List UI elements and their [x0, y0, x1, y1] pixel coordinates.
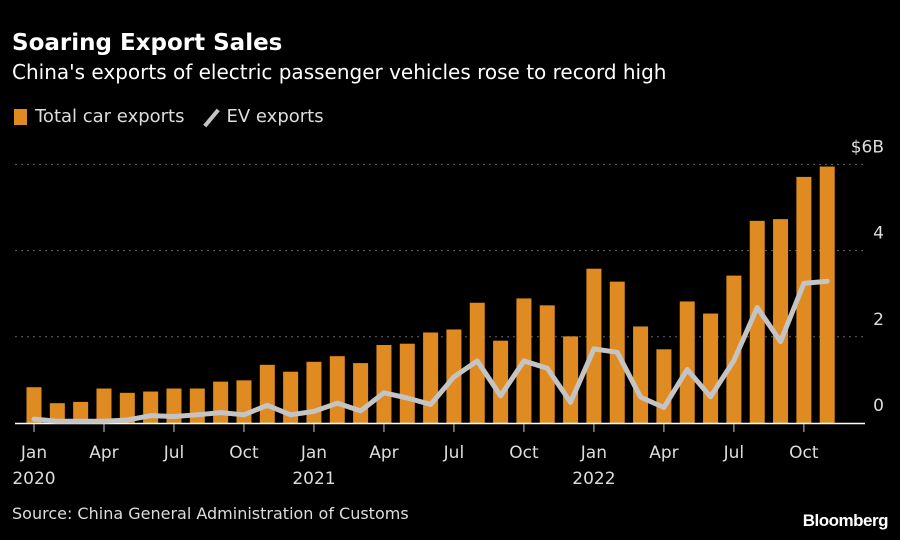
bar-total-2022-11	[819, 166, 835, 423]
bar-total-2020-09	[213, 381, 229, 423]
x-tick-label-year: 2021	[292, 469, 335, 489]
bar-total-2020-03	[73, 401, 89, 423]
bloomberg-logo: Bloomberg	[802, 511, 889, 530]
x-tick-label-year: 2022	[572, 469, 615, 489]
x-tick-label-month: Oct	[229, 443, 259, 463]
bar-total-2021-11	[539, 305, 555, 423]
y-tick-label: $6B	[851, 137, 884, 157]
bar-total-2022-03	[633, 326, 649, 423]
x-tick-label-year: 2020	[12, 469, 55, 489]
x-tick-label-month: Jul	[443, 443, 465, 463]
bar-total-2021-05	[399, 343, 415, 423]
bar-total-2021-03	[353, 363, 369, 423]
x-tick-label-month: Jan	[580, 443, 607, 463]
legend-label-ev: EV exports	[226, 106, 324, 127]
y-tick-label: 2	[873, 310, 884, 330]
bar-total-2020-04	[96, 388, 112, 423]
y-tick-label: 4	[873, 224, 884, 244]
x-tick-label-month: Apr	[369, 443, 398, 463]
bar-total-2022-06	[703, 313, 719, 423]
x-tick-label-month: Apr	[89, 443, 118, 463]
bar-total-2020-08	[189, 388, 205, 423]
chart-subtitle: China's exports of electric passenger ve…	[12, 60, 667, 84]
bar-total-2022-08	[749, 220, 765, 423]
x-tick-label-month: Jul	[163, 443, 185, 463]
bar-total-2020-12	[283, 371, 299, 423]
x-tick-label-month: Jan	[300, 443, 327, 463]
bar-total-2021-04	[376, 344, 392, 423]
bar-total-2020-02	[49, 403, 65, 423]
y-tick-label: 0	[873, 396, 884, 416]
bar-total-2021-09	[493, 340, 509, 423]
bar-total-2020-11	[259, 364, 275, 423]
bar-total-2021-12	[563, 336, 579, 423]
x-tick-label-month: Jul	[723, 443, 745, 463]
bar-total-2022-10	[796, 176, 812, 423]
legend-swatch-total	[14, 108, 27, 125]
bar-total-2021-02	[329, 356, 345, 423]
x-tick-label-month: Jan	[20, 443, 47, 463]
bar-total-2020-05	[119, 392, 135, 423]
bar-total-2022-05	[679, 301, 695, 423]
bar-total-2020-01	[26, 387, 42, 423]
x-tick-label-month: Apr	[649, 443, 678, 463]
bar-total-2022-04	[656, 349, 672, 423]
legend: Total car exports EV exports	[14, 106, 324, 127]
x-tick-label-month: Oct	[509, 443, 539, 463]
chart-title: Soaring Export Sales	[12, 30, 283, 56]
bar-total-2022-01	[586, 268, 602, 423]
bar-total-2022-07	[726, 275, 742, 423]
x-tick-label-month: Oct	[789, 443, 819, 463]
bar-total-2021-06	[423, 332, 439, 423]
legend-label-total: Total car exports	[35, 106, 185, 127]
bar-total-2022-09	[773, 219, 789, 423]
source-note: Source: China General Administration of …	[12, 504, 409, 523]
